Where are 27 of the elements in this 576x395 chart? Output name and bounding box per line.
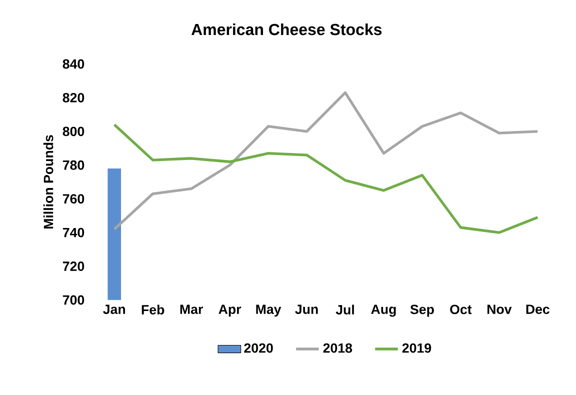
y-axis-title: Million Pounds [43, 135, 54, 229]
x-tick-label: Nov [487, 304, 512, 314]
x-tick-label: Jan [103, 304, 126, 314]
x-tick-label: Sep [410, 304, 434, 317]
legend-label: 2019 [402, 344, 432, 353]
x-tick-label: Aug [371, 304, 396, 317]
x-tick-label: Jul [336, 304, 354, 315]
x-tick-label: Feb [142, 304, 164, 315]
y-tick-label: 820 [62, 93, 84, 103]
line-series [113, 91, 539, 231]
x-tick-label: Jun [295, 304, 318, 314]
y-tick-label: 780 [62, 160, 84, 170]
x-tick-label: Dec [526, 304, 550, 314]
chart-title: American Cheese Stocks [191, 24, 382, 36]
y-tick-label: 720 [62, 262, 84, 272]
y-tick-label: 700 [62, 295, 84, 305]
legend-label: 2018 [323, 344, 352, 353]
x-tick-label: Apr [218, 304, 242, 317]
x-tick-label: Oct [450, 304, 472, 314]
legend-label: 2020 [244, 344, 273, 353]
y-tick-label: 740 [62, 228, 84, 238]
y-tick-label: 760 [62, 194, 84, 204]
x-tick-label: Mar [180, 304, 203, 314]
y-tick-label: 800 [62, 126, 84, 136]
y-tick-label: 840 [62, 59, 84, 69]
line-series [113, 124, 539, 234]
x-tick-label: May [256, 304, 282, 317]
